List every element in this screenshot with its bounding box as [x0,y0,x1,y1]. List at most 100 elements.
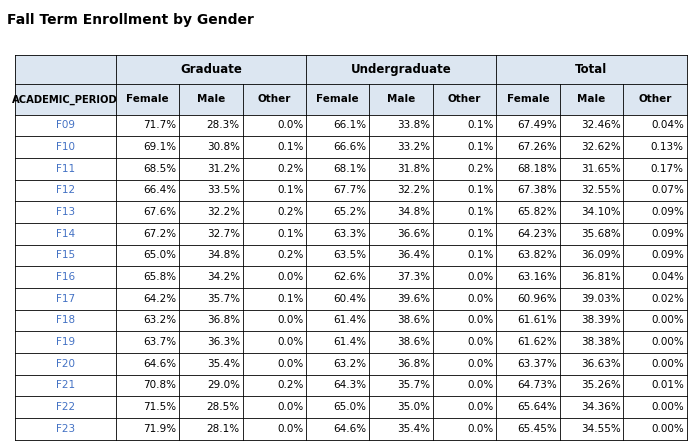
Text: 63.16%: 63.16% [518,272,557,282]
Text: 71.9%: 71.9% [144,424,177,434]
Bar [14,418,687,440]
Text: 35.68%: 35.68% [581,229,620,239]
Text: Female: Female [506,95,549,104]
Text: 65.2%: 65.2% [333,207,366,217]
Text: 0.1%: 0.1% [277,142,304,152]
Text: 0.00%: 0.00% [651,359,684,369]
Text: 34.8%: 34.8% [397,207,430,217]
Text: 65.0%: 65.0% [144,250,177,260]
Text: 35.4%: 35.4% [207,359,240,369]
Text: 0.0%: 0.0% [467,381,493,390]
Text: 36.4%: 36.4% [397,250,430,260]
Text: 64.3%: 64.3% [333,381,366,390]
Bar [14,179,687,201]
Text: 0.2%: 0.2% [277,207,304,217]
Text: 0.04%: 0.04% [651,272,684,282]
Text: 0.00%: 0.00% [651,315,684,325]
Text: F20: F20 [56,359,75,369]
Text: 34.8%: 34.8% [207,250,240,260]
Text: 61.4%: 61.4% [333,337,366,347]
Bar [14,56,687,115]
Text: 61.62%: 61.62% [518,337,557,347]
Text: 0.0%: 0.0% [467,424,493,434]
Text: F09: F09 [56,120,75,131]
Text: 34.55%: 34.55% [581,424,620,434]
Text: 61.61%: 61.61% [518,315,557,325]
Text: 0.0%: 0.0% [467,315,493,325]
Text: 65.64%: 65.64% [518,402,557,412]
Text: 36.09%: 36.09% [581,250,620,260]
Text: 35.26%: 35.26% [581,381,620,390]
Text: 64.2%: 64.2% [144,294,177,304]
Text: 31.8%: 31.8% [397,164,430,174]
Text: 32.46%: 32.46% [581,120,620,131]
Text: 67.49%: 67.49% [518,120,557,131]
Text: 65.45%: 65.45% [518,424,557,434]
Text: Other: Other [448,95,481,104]
Text: 35.7%: 35.7% [397,381,430,390]
Text: 0.2%: 0.2% [277,250,304,260]
Text: 34.10%: 34.10% [581,207,620,217]
Text: 0.0%: 0.0% [277,424,304,434]
Text: 33.8%: 33.8% [397,120,430,131]
Text: 34.2%: 34.2% [207,272,240,282]
Text: 36.6%: 36.6% [397,229,430,239]
Text: 0.00%: 0.00% [651,402,684,412]
Text: 39.6%: 39.6% [397,294,430,304]
Text: 36.81%: 36.81% [581,272,620,282]
Text: F23: F23 [56,424,75,434]
Text: Other: Other [638,95,671,104]
Text: 38.6%: 38.6% [397,315,430,325]
Text: 0.09%: 0.09% [651,229,684,239]
Text: 28.3%: 28.3% [207,120,240,131]
Text: F11: F11 [56,164,75,174]
Text: 67.2%: 67.2% [144,229,177,239]
Text: 65.0%: 65.0% [334,402,366,412]
Text: 64.6%: 64.6% [144,359,177,369]
Text: Other: Other [257,95,291,104]
Bar [14,353,687,375]
Text: 0.0%: 0.0% [467,337,493,347]
Text: 36.3%: 36.3% [207,337,240,347]
Text: 64.73%: 64.73% [518,381,557,390]
Text: 0.0%: 0.0% [277,272,304,282]
Text: 0.0%: 0.0% [467,294,493,304]
Text: Male: Male [197,95,225,104]
Text: 65.8%: 65.8% [144,272,177,282]
Text: 33.2%: 33.2% [397,142,430,152]
Text: 0.0%: 0.0% [467,402,493,412]
Text: 67.38%: 67.38% [518,186,557,195]
Text: 38.39%: 38.39% [581,315,620,325]
Text: 0.1%: 0.1% [277,294,304,304]
Text: 61.4%: 61.4% [333,315,366,325]
Bar [14,309,687,331]
Text: 31.2%: 31.2% [207,164,240,174]
Text: F19: F19 [56,337,75,347]
Text: 35.0%: 35.0% [397,402,430,412]
Text: F21: F21 [56,381,75,390]
Text: 0.13%: 0.13% [651,142,684,152]
Bar [14,288,687,309]
Text: Undergraduate: Undergraduate [351,63,451,76]
Text: 32.2%: 32.2% [207,207,240,217]
Text: 65.82%: 65.82% [518,207,557,217]
Text: F10: F10 [56,142,75,152]
Text: 63.7%: 63.7% [144,337,177,347]
Text: 0.2%: 0.2% [277,381,304,390]
Text: 0.09%: 0.09% [651,250,684,260]
Text: 67.26%: 67.26% [518,142,557,152]
Text: 0.00%: 0.00% [651,424,684,434]
Text: 60.96%: 60.96% [518,294,557,304]
Text: 0.0%: 0.0% [277,337,304,347]
Text: F13: F13 [56,207,75,217]
Text: 0.2%: 0.2% [277,164,304,174]
Text: 37.3%: 37.3% [397,272,430,282]
Text: 67.7%: 67.7% [333,186,366,195]
Text: 38.38%: 38.38% [581,337,620,347]
Text: 0.1%: 0.1% [277,229,304,239]
Text: 71.7%: 71.7% [144,120,177,131]
Text: 0.1%: 0.1% [467,229,493,239]
Text: 63.5%: 63.5% [333,250,366,260]
Text: F17: F17 [56,294,75,304]
Text: 35.7%: 35.7% [207,294,240,304]
